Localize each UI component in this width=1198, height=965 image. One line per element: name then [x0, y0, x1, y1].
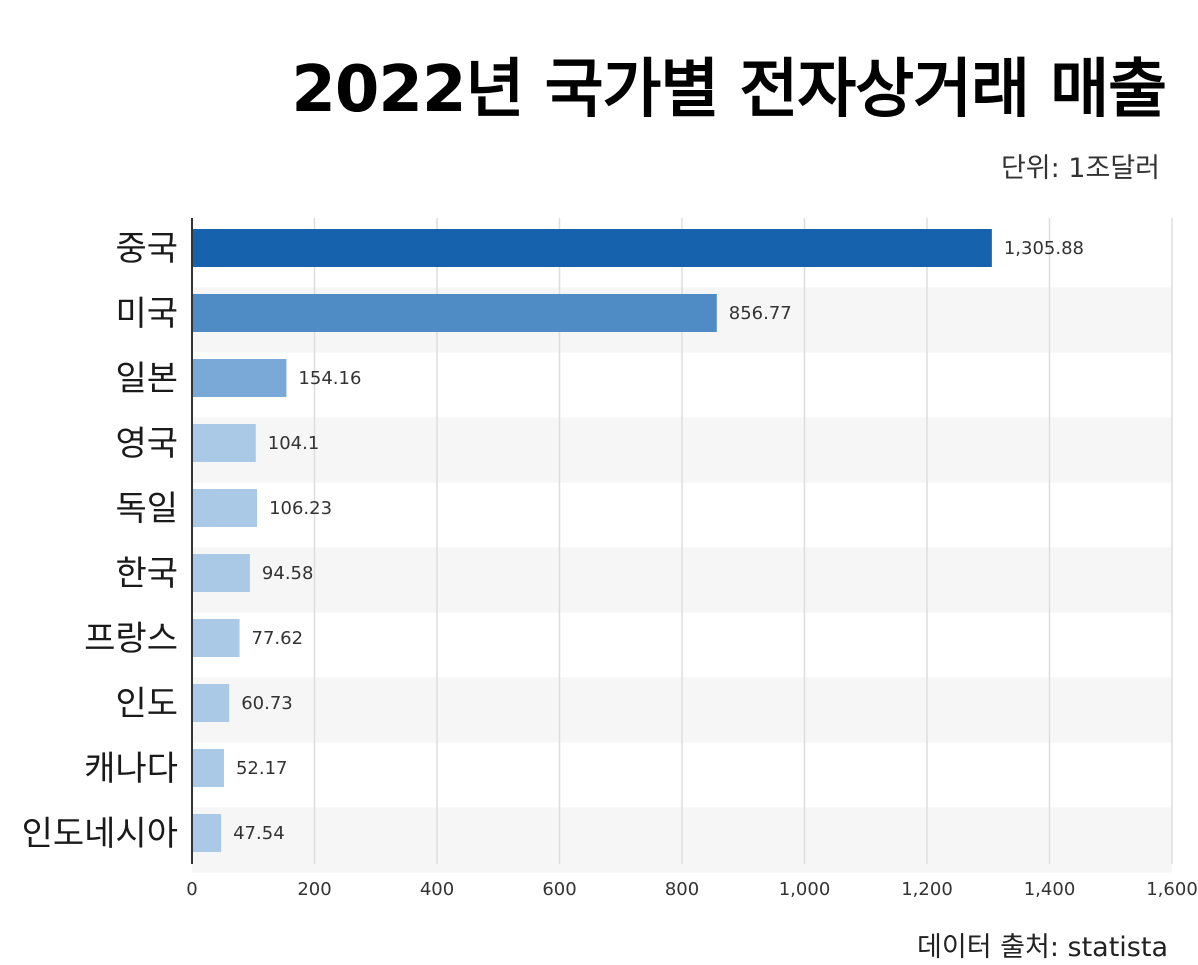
x-tick-label: 1,200	[901, 879, 953, 900]
bars	[192, 229, 992, 852]
data-source: 데이터 출처: statista	[917, 932, 1168, 963]
x-tick-label: 400	[420, 879, 454, 900]
bar-3	[192, 359, 287, 397]
x-tick-label: 800	[665, 879, 699, 900]
unit-label: 단위: 1조달러	[1000, 153, 1160, 184]
x-axis-ticks: 0 200 400 600 800 1,000 1,200 1,400 1,600	[186, 879, 1197, 900]
category-label: 한국	[115, 554, 178, 594]
x-tick-label: 1,600	[1146, 879, 1198, 900]
x-tick-label: 0	[186, 879, 197, 900]
category-label: 미국	[115, 294, 178, 334]
bar-8	[192, 684, 230, 722]
value-label: 52.17	[236, 758, 288, 779]
bar-2	[192, 294, 717, 332]
value-label: 47.54	[233, 823, 285, 844]
bar-1	[192, 229, 992, 267]
bar-6	[192, 554, 250, 592]
value-label: 94.58	[262, 563, 314, 584]
bar-7	[192, 619, 240, 657]
bar-10	[192, 814, 222, 852]
category-label: 인도	[115, 684, 178, 724]
x-tick-label: 200	[297, 879, 331, 900]
value-label: 60.73	[241, 693, 293, 714]
category-label: 일본	[115, 359, 178, 399]
category-label: 캐나다	[84, 749, 178, 789]
value-label: 77.62	[252, 628, 304, 649]
category-label: 중국	[115, 229, 178, 269]
bar-4	[192, 424, 256, 462]
value-labels: 1,305.88 856.77 154.16 104.1 106.23 94.58 77.6…	[233, 238, 1084, 844]
chart-title: 2022년 국가별 전자상거래 매출	[291, 53, 1167, 127]
value-label: 106.23	[269, 498, 332, 519]
category-label: 인도네시아	[22, 814, 178, 854]
bar-9	[192, 749, 224, 787]
category-label: 영국	[115, 424, 178, 464]
value-label: 104.1	[268, 433, 320, 454]
x-tick-label: 600	[542, 879, 576, 900]
value-label: 856.77	[729, 303, 792, 324]
bar-5	[192, 489, 258, 527]
category-label: 독일	[115, 489, 178, 529]
category-label: 프랑스	[84, 619, 178, 659]
value-label: 154.16	[298, 368, 361, 389]
value-label: 1,305.88	[1004, 238, 1084, 259]
x-tick-label: 1,400	[1024, 879, 1076, 900]
x-tick-label: 1,000	[779, 879, 831, 900]
